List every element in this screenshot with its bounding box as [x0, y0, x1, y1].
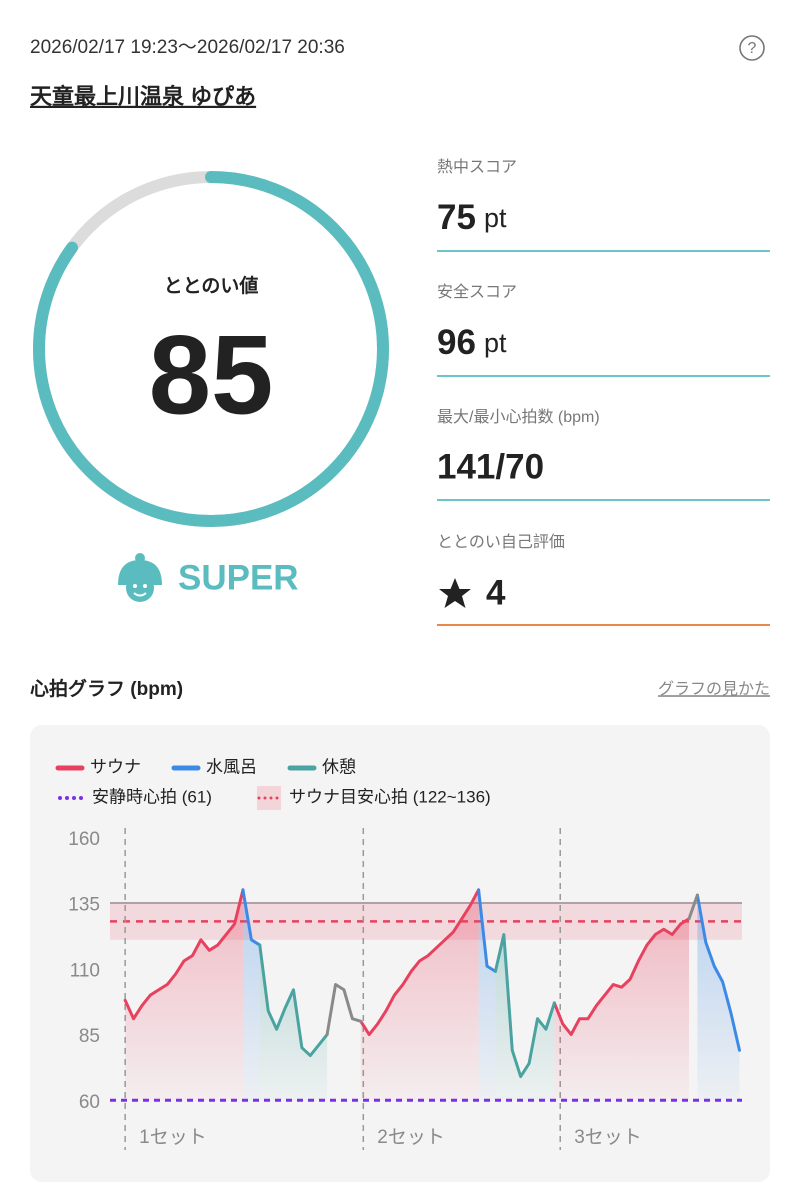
area [697, 895, 740, 1101]
heart-rate-line [493, 933, 556, 1079]
area [360, 889, 479, 1101]
legend-label: サウナ目安心拍 (122~136) [289, 787, 491, 806]
area [554, 918, 689, 1101]
heart-rate-line [258, 943, 329, 1058]
score-label: 安全スコア [437, 283, 517, 301]
heart-rate-line [552, 917, 691, 1036]
legend-label: 休憩 [322, 757, 356, 776]
y-tick-label: 110 [70, 960, 100, 981]
heart-rate-line [241, 888, 262, 947]
datetime: 2026/02/17 19:23〜2026/02/17 20:36 [30, 37, 345, 58]
venue[interactable]: 天童最上川温泉 ゆぴあ [30, 84, 256, 109]
score-value: 75 pt [437, 198, 507, 237]
set-label: 3セット [574, 1127, 642, 1148]
help-button[interactable]: ? [739, 35, 765, 61]
section-title: 心拍グラフ (bpm) [30, 677, 183, 700]
set-label: 1セット [139, 1127, 207, 1148]
area [125, 889, 243, 1101]
y-tick-label: 85 [79, 1026, 100, 1047]
heart-rate-line [477, 888, 497, 973]
legend-label: 安静時心拍 (61) [92, 787, 212, 806]
score-value: 141/70 [437, 447, 544, 486]
help-link[interactable]: グラフの見かた [658, 680, 770, 698]
rank: SUPER [178, 558, 299, 597]
set-label: 2セット [377, 1127, 445, 1148]
y-tick-label: 160 [68, 829, 100, 850]
heart-rate-line [695, 893, 741, 1052]
score-value: 96 pt [437, 323, 507, 362]
gauge-value: 85 [149, 313, 274, 438]
score-list: 熱中スコア 75 pt 安全スコア 96 pt 最大/最小心拍数 (bpm) 141… [437, 158, 770, 626]
score-label: 最大/最小心拍数 (bpm) [437, 408, 600, 426]
heart-rate-line [359, 888, 481, 1036]
y-tick-label: 60 [79, 1092, 100, 1113]
rank-icon [118, 553, 162, 602]
heart-rate-line [123, 888, 245, 1021]
legend-label: 水風呂 [206, 757, 257, 776]
area [495, 934, 555, 1101]
area [259, 945, 328, 1101]
svg-text:?: ? [748, 40, 757, 57]
score-value: 4 [486, 573, 506, 612]
gauge-arc [33, 171, 389, 527]
score-label: 熱中スコア [437, 158, 517, 176]
heart-rate-line [325, 983, 363, 1036]
y-tick-label: 135 [68, 895, 100, 916]
legend-label: サウナ [90, 757, 141, 776]
area [478, 889, 496, 1101]
star-icon [439, 578, 471, 608]
heart-rate-line [687, 893, 699, 921]
gauge-label: ととのい値 [164, 275, 259, 297]
score-label: ととのい自己評価 [437, 533, 565, 551]
